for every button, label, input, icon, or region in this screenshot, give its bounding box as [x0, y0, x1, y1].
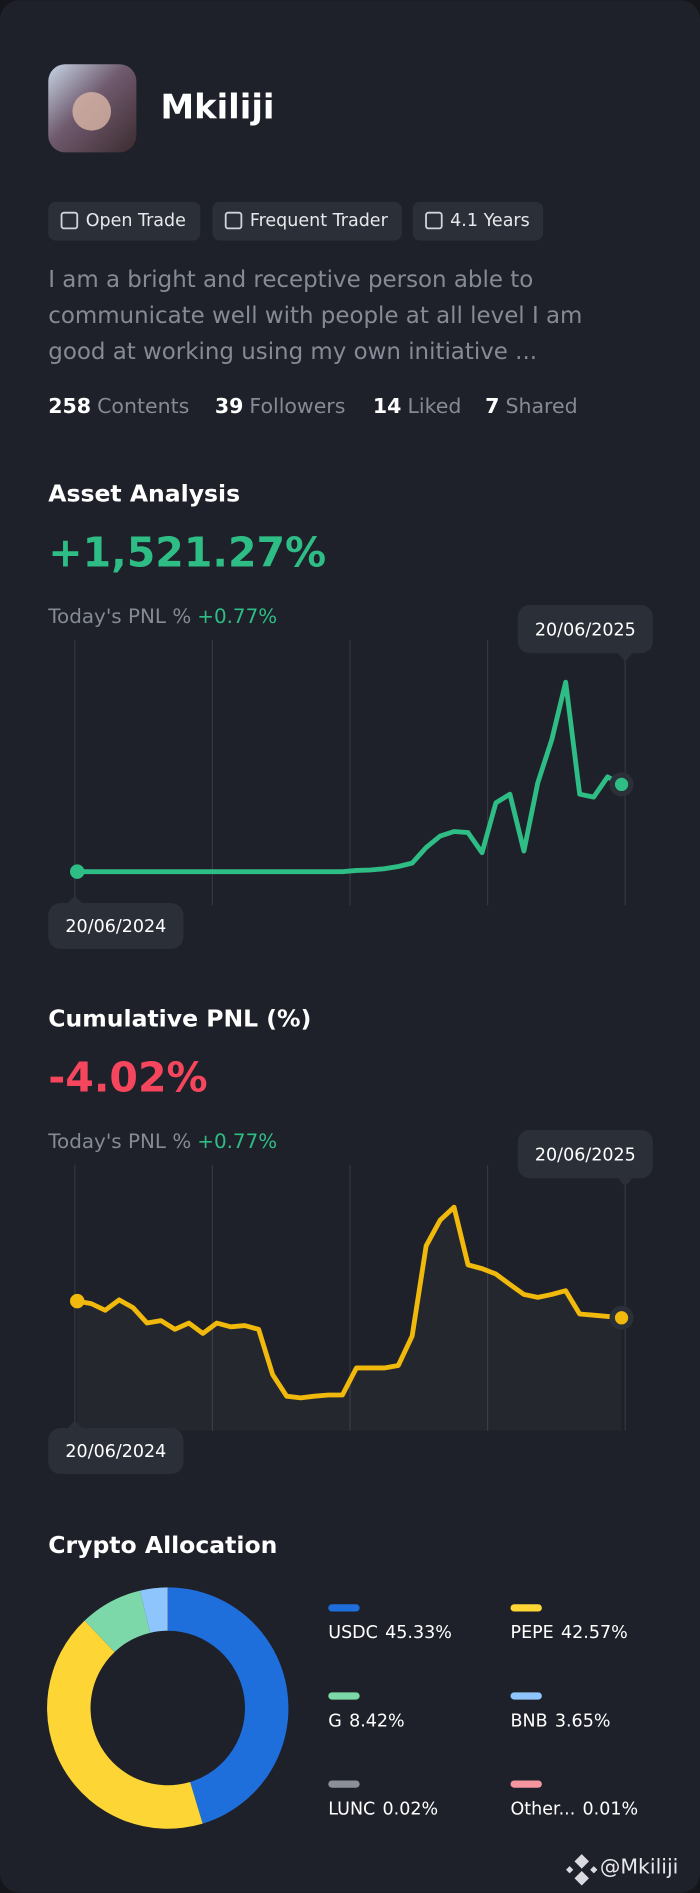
- tooltip-start: [48, 1428, 184, 1474]
- tooltip-start-label: 20/06/2024: [65, 1442, 166, 1462]
- end-dot: [614, 1311, 629, 1325]
- tooltip-end-label: 20/06/2025: [535, 1145, 636, 1165]
- legend-swatch: [510, 1604, 542, 1612]
- legend-entry: Other... 0.01%: [511, 1799, 639, 1819]
- tooltip-pointer: [67, 895, 83, 904]
- legend-swatch: [328, 1780, 360, 1788]
- legend-entry: PEPE 42.57%: [511, 1623, 628, 1643]
- headline-value: +1,521.27%: [48, 528, 326, 576]
- legend-swatch: [510, 1692, 542, 1700]
- tooltip-pointer: [617, 1178, 633, 1187]
- legend-name: BNB: [511, 1711, 548, 1731]
- stat-label: Liked: [407, 394, 461, 418]
- avatar-face: [72, 92, 112, 131]
- start-dot: [70, 1293, 85, 1309]
- legend-name: PEPE: [511, 1623, 554, 1643]
- tooltip-pointer: [67, 1420, 83, 1429]
- legend-entry: USDC 45.33%: [328, 1623, 452, 1643]
- legend-value: 45.33%: [385, 1623, 452, 1643]
- watermark-icon: [566, 1854, 598, 1886]
- legend-swatch: [328, 1604, 360, 1612]
- stat: 14 Liked: [373, 394, 461, 418]
- tag-icon: [224, 211, 243, 230]
- stat: 258 Contents: [48, 394, 189, 418]
- headline-value: -4.02%: [48, 1053, 207, 1101]
- series-line: [74, 679, 624, 875]
- stat-value: 258: [48, 394, 91, 418]
- legend-value: 42.57%: [561, 1623, 628, 1643]
- tag-chip[interactable]: [48, 201, 201, 241]
- legend-name: Other...: [511, 1799, 576, 1819]
- legend-name: G: [328, 1711, 342, 1731]
- donut-slice[interactable]: [84, 1590, 151, 1653]
- watermark-text: @Mkiliji: [600, 1854, 679, 1878]
- stat: 7 Shared: [485, 394, 577, 418]
- user-name: Mkiliji: [161, 87, 275, 126]
- legend-swatch: [328, 1692, 360, 1700]
- donut-slice[interactable]: [140, 1587, 168, 1633]
- tag-chip[interactable]: [212, 201, 402, 241]
- legend-value: 0.01%: [583, 1799, 639, 1819]
- tooltip-end: [517, 1129, 653, 1179]
- section-title: Asset Analysis: [48, 480, 240, 508]
- stat-label: Contents: [97, 394, 189, 418]
- stat-label: Shared: [505, 394, 577, 418]
- stat-value: 7: [485, 394, 499, 418]
- legend-entry: G 8.42%: [328, 1711, 404, 1731]
- bio-line: good at working using my own initiative …: [48, 339, 537, 365]
- tooltip-end-label: 20/06/2025: [535, 620, 636, 640]
- legend-value: 0.02%: [383, 1799, 439, 1819]
- start-dot: [70, 864, 85, 879]
- end-dot: [614, 777, 629, 792]
- pnl-label: Today's PNL %: [47, 1130, 191, 1153]
- stat-label: Followers: [249, 394, 345, 418]
- stat-value: 39: [215, 394, 244, 418]
- section-title: Crypto Allocation: [48, 1531, 277, 1559]
- pnl-line: Today's PNL % +0.77%: [47, 1130, 277, 1153]
- legend-entry: BNB 3.65%: [511, 1711, 611, 1731]
- tag-label: Open Trade: [86, 211, 186, 231]
- donut-slice[interactable]: [47, 1620, 203, 1829]
- legend-swatch: [510, 1780, 542, 1788]
- stat: 39 Followers: [215, 394, 346, 418]
- legend-value: 3.65%: [555, 1711, 611, 1731]
- tag-label: Frequent Trader: [250, 211, 389, 231]
- pnl-label: Today's PNL %: [47, 605, 191, 628]
- legend-name: LUNC: [328, 1799, 375, 1819]
- tooltip-end: [517, 604, 653, 654]
- legend-value: 8.42%: [349, 1711, 405, 1731]
- tooltip-pointer: [617, 653, 633, 662]
- pnl-value: +0.77%: [197, 605, 277, 628]
- tag-chip[interactable]: [412, 201, 544, 241]
- pnl-line: Today's PNL % +0.77%: [47, 605, 277, 628]
- stat-value: 14: [373, 394, 402, 418]
- donut-slice[interactable]: [167, 1587, 289, 1824]
- tag-label: 4.1 Years: [450, 211, 530, 231]
- tooltip-start-label: 20/06/2024: [65, 917, 166, 937]
- series-line: [74, 1204, 624, 1401]
- tooltip-start: [48, 903, 184, 949]
- watermark: @Mkiliji: [566, 1854, 679, 1886]
- tag-icon: [60, 211, 79, 230]
- pnl-value: +0.77%: [197, 1130, 277, 1153]
- legend-name: USDC: [328, 1623, 378, 1643]
- bio-line: I am a bright and receptive person able …: [48, 267, 533, 293]
- legend-entry: LUNC 0.02%: [328, 1799, 438, 1819]
- bio-line: communicate well with people at all leve…: [48, 303, 582, 329]
- tag-icon: [425, 211, 443, 230]
- section-title: Cumulative PNL (%): [48, 1005, 311, 1033]
